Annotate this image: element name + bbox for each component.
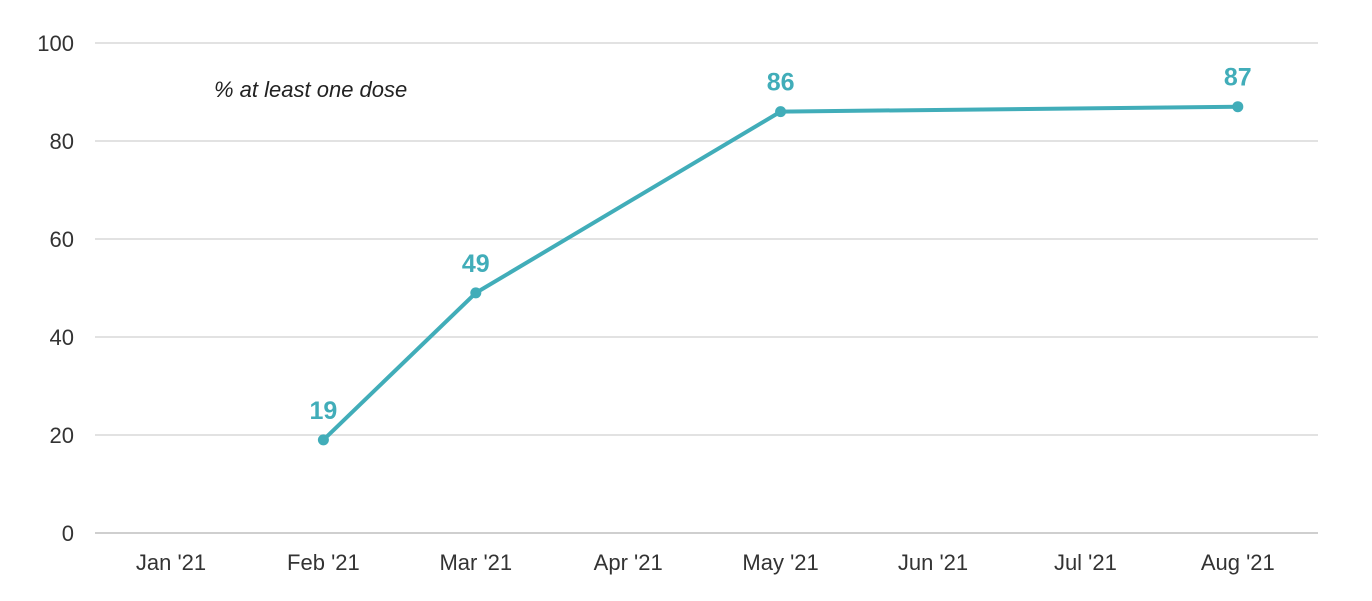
y-tick-label-40: 40: [50, 325, 74, 350]
x-tick-label-2: Mar '21: [439, 550, 512, 575]
data-point-Aug21: [1232, 101, 1244, 113]
x-tick-label-1: Feb '21: [287, 550, 360, 575]
x-tick-label-7: Aug '21: [1201, 550, 1275, 575]
x-tick-label-0: Jan '21: [136, 550, 206, 575]
data-point-Feb21: [317, 434, 329, 446]
y-tick-label-60: 60: [50, 227, 74, 252]
series-line-at-least-one-dose: [317, 101, 1244, 446]
chart-annotation: % at least one dose: [214, 77, 407, 102]
data-label-Feb21: 19: [309, 397, 337, 425]
x-axis-tick-labels: Jan '21 Feb '21 Mar '21 Apr '21 May '21 Jun '…: [136, 550, 1275, 575]
series-line: [321, 104, 1240, 442]
y-tick-label-100: 100: [37, 31, 74, 56]
y-tick-label-20: 20: [50, 423, 74, 448]
data-label-Mar21: 49: [462, 250, 490, 278]
y-axis-tick-labels: 0 20 40 60 80 100: [37, 31, 74, 546]
data-label-May21: 86: [767, 69, 795, 97]
x-tick-label-3: Apr '21: [594, 550, 663, 575]
y-tick-label-0: 0: [62, 521, 74, 546]
x-tick-label-6: Jul '21: [1054, 550, 1117, 575]
x-tick-label-4: May '21: [742, 550, 818, 575]
gridlines: [95, 42, 1318, 534]
data-labels: 19 49 86 87: [309, 64, 1251, 425]
x-tick-label-5: Jun '21: [898, 550, 968, 575]
data-point-Mar21: [470, 287, 482, 299]
data-label-Aug21: 87: [1224, 64, 1252, 92]
y-tick-label-80: 80: [50, 129, 74, 154]
data-point-May21: [775, 106, 787, 118]
